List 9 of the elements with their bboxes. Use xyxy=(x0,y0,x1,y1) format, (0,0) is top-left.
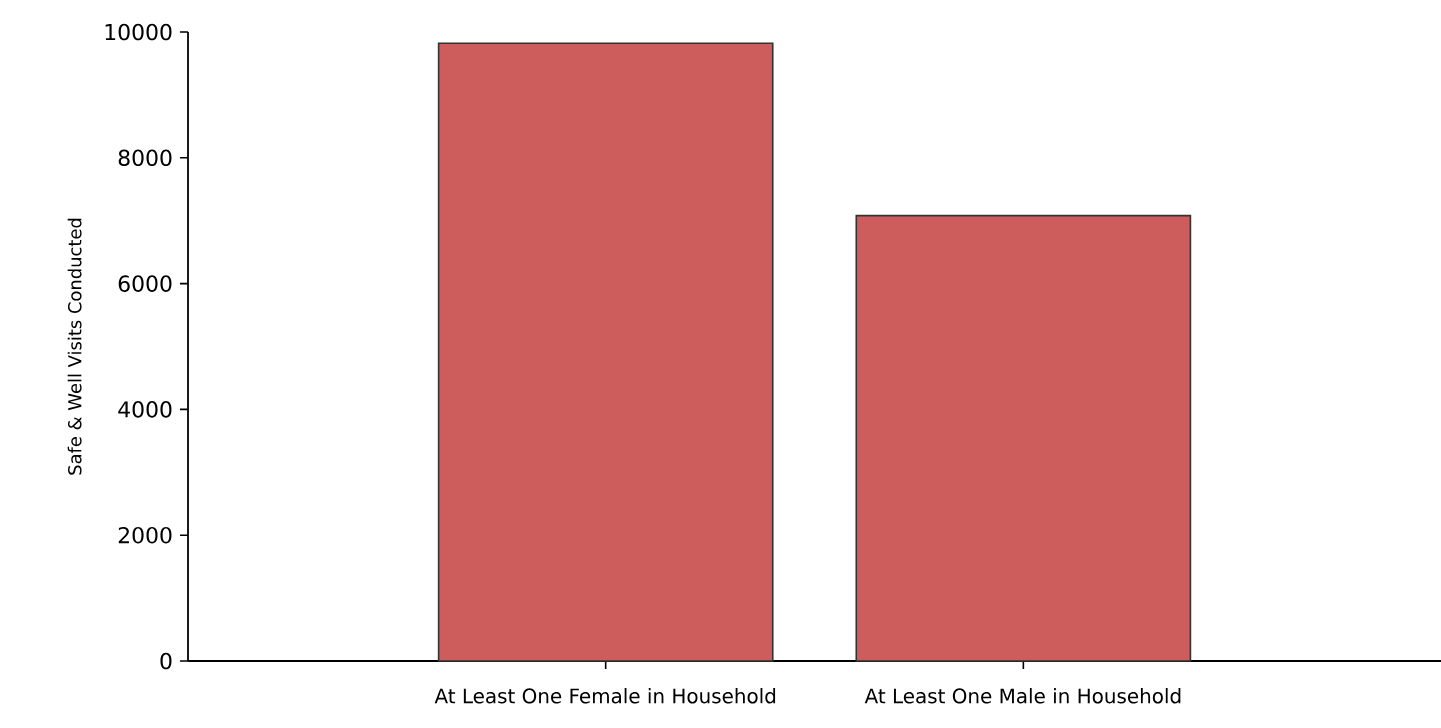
y-axis-title: Safe & Well Visits Conducted xyxy=(67,218,82,475)
x-tick-label: At Least One Female in Household xyxy=(434,688,776,704)
y-tick-label: 6000 xyxy=(118,275,172,292)
y-tick-label: 10000 xyxy=(105,23,172,41)
y-tick-label: 8000 xyxy=(118,149,172,167)
y-tick-label: 4000 xyxy=(118,401,172,418)
y-tick-label: 2000 xyxy=(118,526,172,544)
y-tick-label: 0 xyxy=(160,652,172,670)
x-tick-label: At Least One Male in Household xyxy=(864,688,1181,704)
